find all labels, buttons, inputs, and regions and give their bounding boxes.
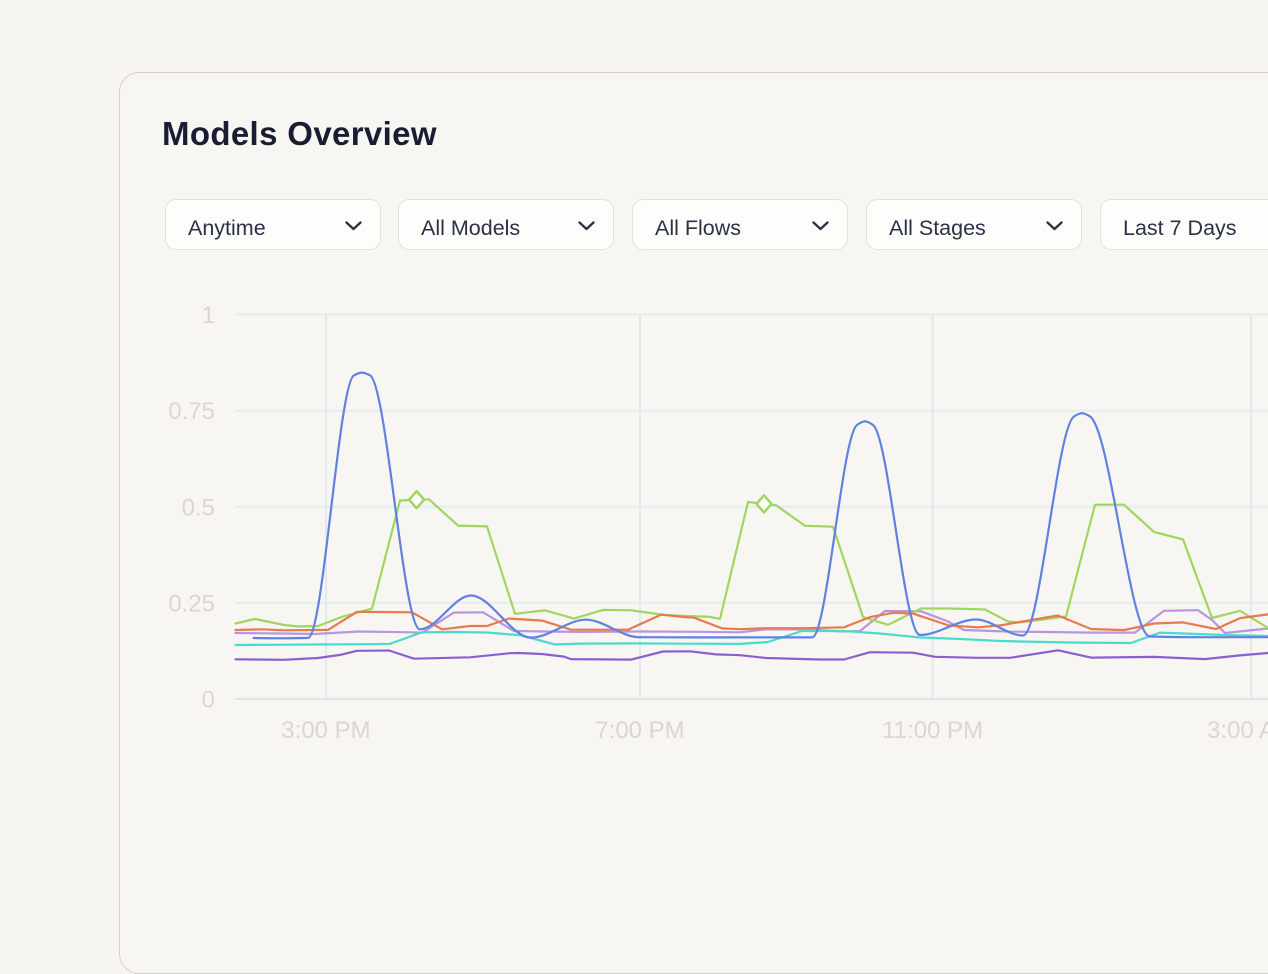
svg-text:0: 0 (202, 687, 215, 714)
svg-text:11:00 PM: 11:00 PM (882, 717, 983, 744)
svg-text:0.75: 0.75 (168, 398, 215, 425)
svg-text:1: 1 (202, 302, 215, 329)
svg-text:3:00 PM: 3:00 PM (281, 717, 370, 744)
svg-text:3:00 AM: 3:00 AM (1207, 717, 1268, 744)
svg-text:0.25: 0.25 (168, 590, 215, 617)
svg-text:0.5: 0.5 (182, 494, 215, 521)
svg-text:7:00 PM: 7:00 PM (595, 717, 684, 744)
